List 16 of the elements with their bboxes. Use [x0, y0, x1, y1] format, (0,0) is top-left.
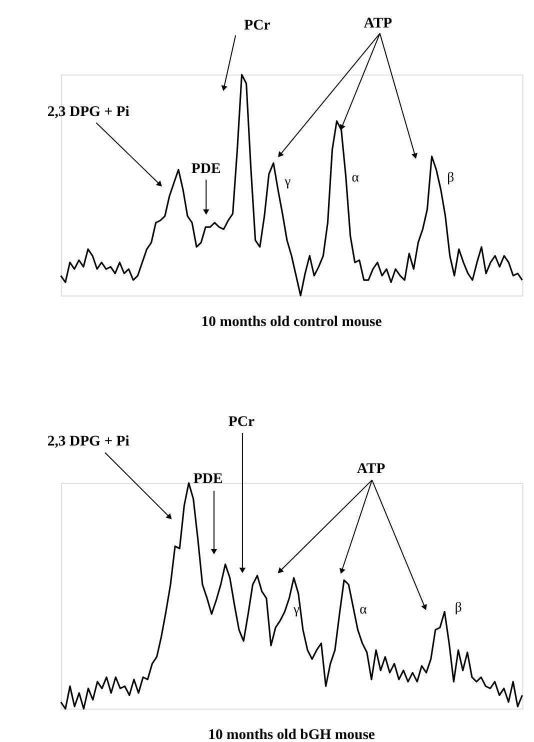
annotation: PDE: [191, 160, 222, 177]
annotation: PDE: [193, 471, 224, 488]
text: ATP: [364, 16, 392, 32]
annotation: 2,3 DPG + Pi: [47, 104, 130, 120]
annotation: α: [360, 602, 367, 617]
text: 2,3 DPG + Pi: [47, 434, 130, 450]
annotation: γ: [284, 174, 291, 189]
annotation: β: [447, 170, 454, 185]
text: 10 months old bGH mouse: [208, 727, 376, 742]
text: PCr: [228, 414, 256, 430]
text: ATP: [356, 461, 386, 478]
annotation: β: [454, 600, 462, 615]
text: 10 months old control mouse: [201, 314, 382, 330]
annotation: α: [352, 170, 359, 185]
text: PCr: [244, 18, 271, 34]
annotation: γ: [292, 602, 300, 617]
